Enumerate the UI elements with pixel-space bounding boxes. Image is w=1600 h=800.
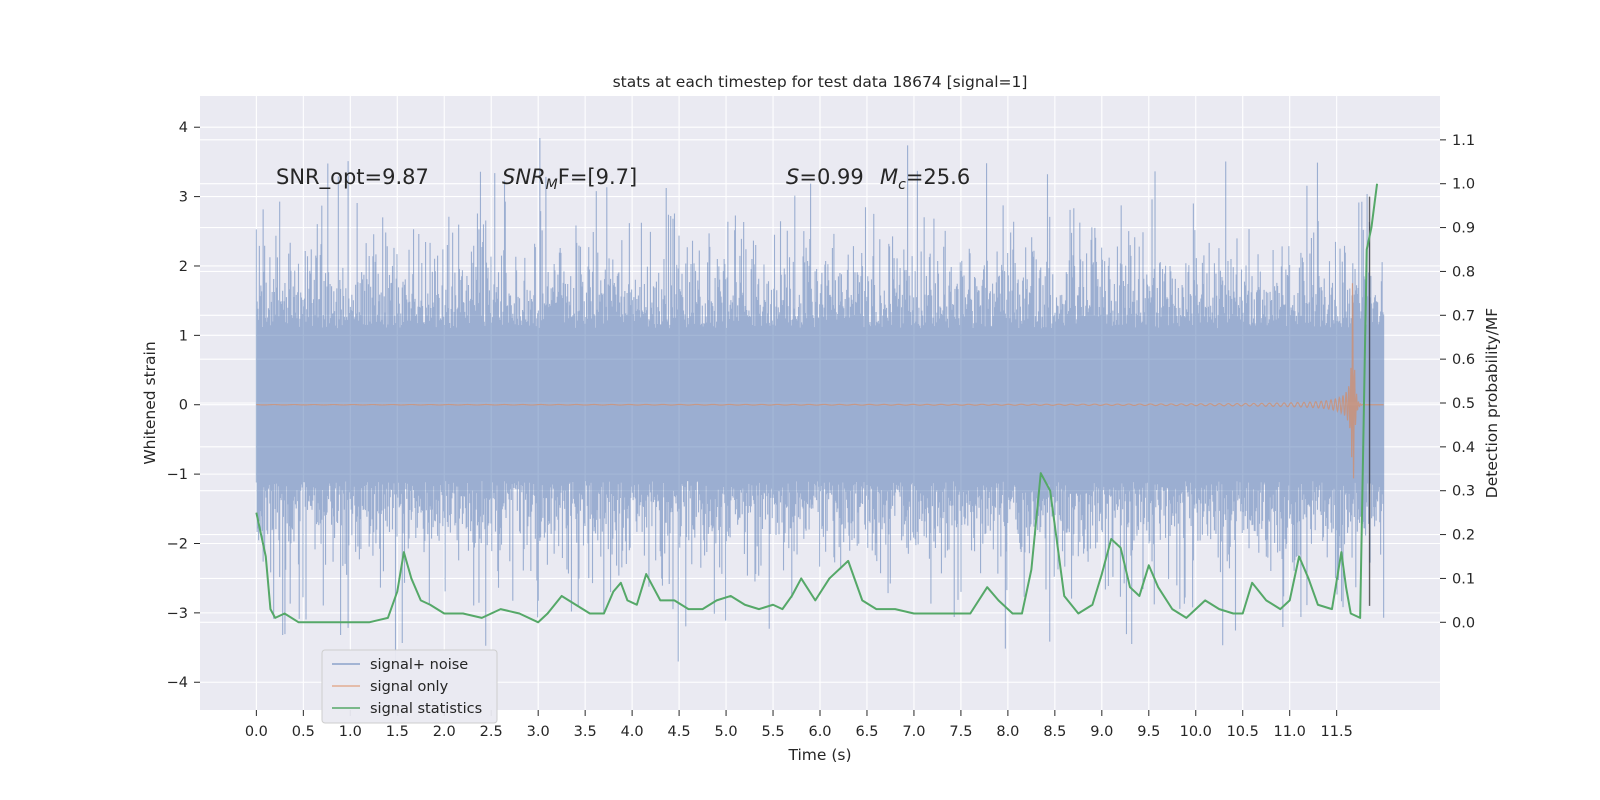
x-tick-label: 9.0 bbox=[1090, 724, 1113, 740]
annotation-s-label: S bbox=[786, 165, 799, 189]
x-tick-label: 5.0 bbox=[715, 724, 738, 740]
series-layer bbox=[255, 138, 1385, 662]
y-right-tick-label: 1.0 bbox=[1452, 177, 1475, 193]
y-right-tick-label: 0.7 bbox=[1452, 308, 1475, 324]
x-tick-label: 2.5 bbox=[480, 724, 503, 740]
annotation-snr-mf-rest: F=[9.7] bbox=[558, 165, 637, 189]
chart-title: stats at each timestep for test data 186… bbox=[613, 73, 1028, 91]
annotation-mc-label: M bbox=[880, 165, 898, 189]
series-signal-statistics bbox=[255, 183, 1379, 624]
y-left-tick-label: −1 bbox=[167, 467, 188, 483]
y-left-tick-label: −2 bbox=[167, 536, 188, 552]
annotation-snr-mf: SNRMF=[9.7] bbox=[502, 165, 637, 193]
y-axis-left-label: Whitened strain bbox=[141, 341, 159, 464]
x-tick-label: 1.0 bbox=[339, 724, 362, 740]
y-right-tick-label: 0.8 bbox=[1452, 264, 1475, 280]
y-right-tick-label: 0.5 bbox=[1452, 396, 1475, 412]
x-tick-label: 6.0 bbox=[808, 724, 831, 740]
y-right-tick-label: 0.9 bbox=[1452, 221, 1475, 237]
y-right-tick-label: 0.3 bbox=[1452, 484, 1475, 500]
y-right-tick-label: 0.6 bbox=[1452, 352, 1475, 368]
x-tick-label: 11.0 bbox=[1274, 724, 1306, 740]
x-tick-label: 0.0 bbox=[245, 724, 268, 740]
y-right-tick-label: 1.1 bbox=[1452, 133, 1475, 149]
x-tick-label: 10.0 bbox=[1180, 724, 1212, 740]
series-signal-noise bbox=[255, 138, 1385, 662]
legend: signal+ noise signal only signal statist… bbox=[321, 649, 498, 724]
annotation-snr-mf-main: SNR bbox=[502, 165, 546, 189]
legend-label-signal-only: signal only bbox=[370, 679, 449, 695]
y-left-tick-label: 2 bbox=[179, 259, 188, 275]
x-tick-label: 7.0 bbox=[902, 724, 925, 740]
annotation-mc: Mc=25.6 bbox=[880, 165, 970, 193]
series-signal-only bbox=[256, 283, 1384, 479]
x-tick-label: 11.5 bbox=[1321, 724, 1353, 740]
y-left-tick-label: 3 bbox=[179, 190, 188, 206]
legend-box bbox=[321, 649, 498, 724]
annotation-snr-opt: SNR_opt=9.87 bbox=[276, 165, 429, 190]
x-tick-label: 8.0 bbox=[996, 724, 1019, 740]
annotation-snr-mf-sub: M bbox=[546, 177, 558, 193]
y-left-tick-label: −3 bbox=[167, 606, 188, 622]
x-tick-label: 6.5 bbox=[855, 724, 878, 740]
x-tick-label: 4.5 bbox=[668, 724, 691, 740]
x-axis-label: Time (s) bbox=[787, 746, 851, 764]
y-axis-right-label: Detection probability/MF bbox=[1483, 308, 1501, 499]
x-tick-label: 4.0 bbox=[621, 724, 644, 740]
x-tick-label: 10.5 bbox=[1227, 724, 1259, 740]
y-right-tick-label: 0.1 bbox=[1452, 571, 1475, 587]
x-tick-label: 1.5 bbox=[386, 724, 409, 740]
x-tick-label: 5.5 bbox=[761, 724, 784, 740]
annotation-snr-mf-f: F=[9.7] bbox=[558, 165, 637, 189]
y-right-tick-label: 0.0 bbox=[1452, 615, 1475, 631]
annotation-s: S=0.99 bbox=[786, 165, 864, 189]
x-tick-label: 3.5 bbox=[574, 724, 597, 740]
y-right-tick-label: 0.4 bbox=[1452, 440, 1475, 456]
annotation-mc-value: =25.6 bbox=[906, 165, 970, 189]
legend-label-signal-statistics: signal statistics bbox=[370, 701, 482, 717]
y-left-tick-label: 4 bbox=[179, 120, 188, 136]
x-tick-label: 2.0 bbox=[433, 724, 456, 740]
x-tick-label: 0.5 bbox=[292, 724, 315, 740]
x-tick-label: 9.5 bbox=[1137, 724, 1160, 740]
tick-layer: 0.0 0.5 1.0 1.5 2.0 2.5 3.0 3.5 4.0 4.5 5.0 5.5 6.0 6… bbox=[167, 120, 1475, 740]
legend-label-signal-noise: signal+ noise bbox=[370, 657, 468, 673]
y-left-tick-label: 0 bbox=[179, 398, 188, 414]
x-tick-label: 8.5 bbox=[1043, 724, 1066, 740]
annotation-mc-sub: c bbox=[898, 177, 906, 193]
y-left-tick-label: 1 bbox=[179, 328, 188, 344]
x-tick-label: 7.5 bbox=[949, 724, 972, 740]
annotation-s-value: =0.99 bbox=[799, 165, 863, 189]
y-left-tick-label: −4 bbox=[167, 675, 188, 691]
y-right-tick-label: 0.2 bbox=[1452, 528, 1475, 544]
x-tick-label: 3.0 bbox=[527, 724, 550, 740]
